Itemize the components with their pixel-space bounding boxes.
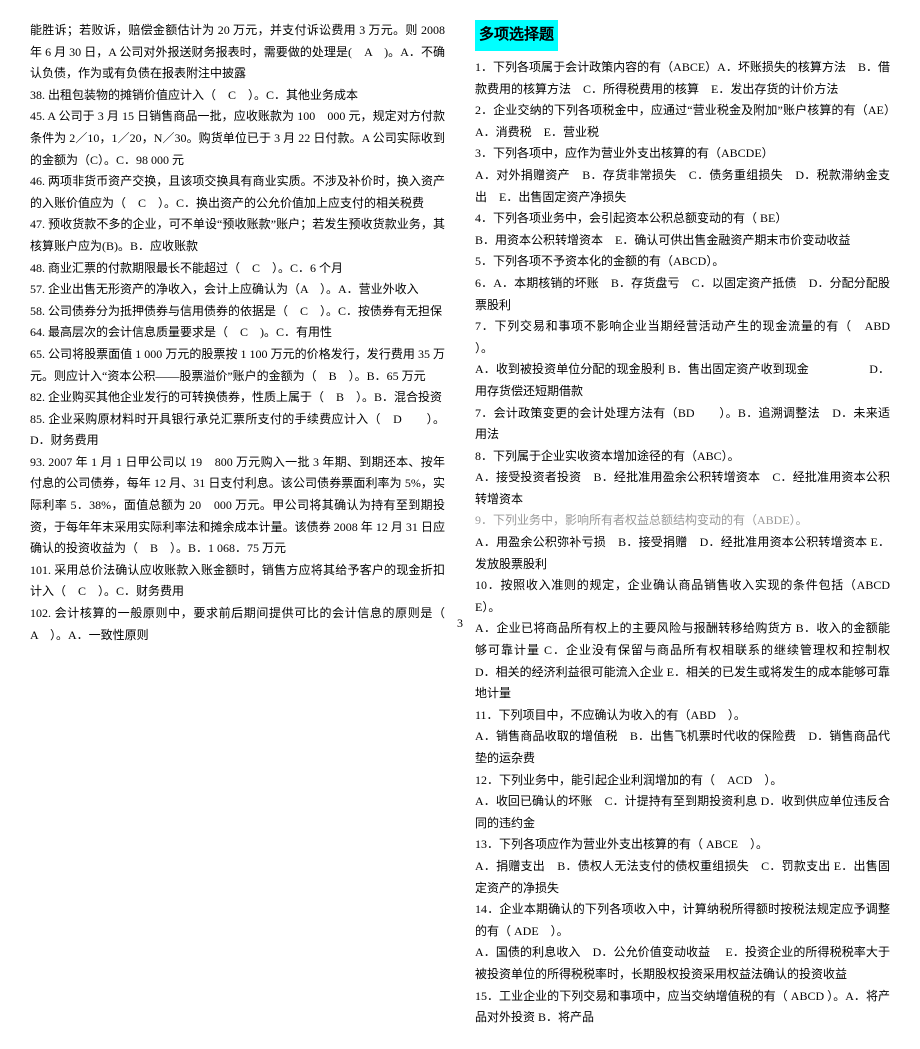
right-item: A．接受投资者投资 B．经批准用盈余公积转增资本 C．经批准用资本公积转增资本 — [475, 467, 890, 510]
section-title: 多项选择题 — [475, 20, 558, 51]
left-item: 82. 企业购买其他企业发行的可转换债券，性质上属于（ B ）。B．混合投资 — [30, 387, 445, 409]
left-item: 57. 企业出售无形资产的净收入，会计上应确认为（A ）。A．营业外收入 — [30, 279, 445, 301]
right-item: 2．企业交纳的下列各项税金中，应通过“营业税金及附加”账户核算的有（AE）A．消… — [475, 100, 890, 143]
right-item: 15．工业企业的下列交易和事项中，应当交纳增值税的有（ ABCD ）。A．将产品… — [475, 986, 890, 1029]
right-item: A．国债的利息收入 D．公允价值变动收益 E．投资企业的所得税税率大于被投资单位… — [475, 942, 890, 985]
left-item: 45. A 公司于 3 月 15 日销售商品一批，应收账款为 100 000 元… — [30, 106, 445, 171]
right-item: 8．下列属于企业实收资本增加途径的有（ABC）。 — [475, 446, 890, 468]
right-item: A．销售商品收取的增值税 B．出售飞机票时代收的保险费 D．销售商品代垫的运杂费 — [475, 726, 890, 769]
left-item: 102. 会计核算的一般原则中，要求前后期间提供可比的会计信息的原则是（ A ）… — [30, 603, 445, 646]
right-item: A．收到被投资单位分配的现金股利 B．售出固定资产收到现金 D．用存货偿还短期借… — [475, 359, 890, 402]
right-item: 12．下列业务中，能引起企业利润增加的有（ ACD ）。 — [475, 770, 890, 792]
right-item: B．用资本公积转增资本 E．确认可供出售金融资产期末市价变动收益 — [475, 230, 890, 252]
right-item: 13．下列各项应作为营业外支出核算的有（ ABCE ）。 — [475, 834, 890, 856]
left-item: 38. 出租包装物的摊销价值应计入（ C ）。C．其他业务成本 — [30, 85, 445, 107]
right-item: A．收回已确认的坏账 C．计提持有至到期投资利息 D．收到供应单位违反合同的违约… — [475, 791, 890, 834]
left-item: 46. 两项非货币资产交换，且该项交换具有商业实质。不涉及补价时，换入资产的入账… — [30, 171, 445, 214]
right-item: 11．下列项目中，不应确认为收入的有（ABD ）。 — [475, 705, 890, 727]
right-item: 4．下列各项业务中，会引起资本公积总额变动的有（ BE） — [475, 208, 890, 230]
left-item: 85. 企业采购原材料时开具银行承兑汇票所支付的手续费应计入（ D ）。D．财务… — [30, 409, 445, 452]
right-item: 6．A．本期核销的坏账 B．存货盘亏 C．以固定资产抵债 D．分配分配股票股利 — [475, 273, 890, 316]
left-column: 能胜诉；若败诉，赔偿金额估计为 20 万元，并支付诉讼费用 3 万元。则 200… — [30, 20, 445, 1029]
right-item: A．对外捐赠资产 B．存货非常损失 C．债务重组损失 D．税款滞纳金支出 E．出… — [475, 165, 890, 208]
left-item: 能胜诉；若败诉，赔偿金额估计为 20 万元，并支付诉讼费用 3 万元。则 200… — [30, 20, 445, 85]
left-item: 58. 公司债券分为抵押债券与信用债券的依据是（ C ）。C．按债券有无担保 — [30, 301, 445, 323]
right-item: 10．按照收入准则的规定，企业确认商品销售收入实现的条件包括（ABCDE）。 — [475, 575, 890, 618]
left-item: 65. 公司将股票面值 1 000 万元的股票按 1 100 万元的价格发行，发… — [30, 344, 445, 387]
left-item: 48. 商业汇票的付款期限最长不能超过（ C ）。C．6 个月 — [30, 258, 445, 280]
right-item: A．企业已将商品所有权上的主要风险与报酬转移给购货方 B．收入的金额能够可靠计量… — [475, 618, 890, 704]
right-item: 14．企业本期确认的下列各项收入中，计算纳税所得额时按税法规定应予调整的有（ A… — [475, 899, 890, 942]
right-item: 9．下列业务中，影响所有者权益总额结构变动的有（ABDE）。 — [475, 510, 890, 532]
right-item: A．用盈余公积弥补亏损 B．接受捐赠 D．经批准用资本公积转增资本 E．发放股票… — [475, 532, 890, 575]
right-item: A．捐赠支出 B．债权人无法支付的债权重组损失 C．罚款支出 E．出售固定资产的… — [475, 856, 890, 899]
right-item: 5．下列各项不予资本化的金额的有（ABCD）。 — [475, 251, 890, 273]
right-column: 多项选择题 1．下列各项属于会计政策内容的有（ABCE）A．坏账损失的核算方法 … — [475, 20, 890, 1029]
page-number: 3 — [457, 613, 463, 635]
right-item: 7．会计政策变更的会计处理方法有（BD ）。B．追溯调整法 D．未来适用法 — [475, 403, 890, 446]
left-item: 101. 采用总价法确认应收账款入账金额时，销售方应将其给予客户的现金折扣计入（… — [30, 560, 445, 603]
right-item: 1．下列各项属于会计政策内容的有（ABCE）A．坏账损失的核算方法 B．借款费用… — [475, 57, 890, 100]
left-item: 47. 预收货款不多的企业，可不单设“预收账款”账户；若发生预收货款业务，其核算… — [30, 214, 445, 257]
left-item: 64. 最高层次的会计信息质量要求是（ C )。C．有用性 — [30, 322, 445, 344]
right-item: 3．下列各项中，应作为营业外支出核算的有（ABCDE） — [475, 143, 890, 165]
left-item: 93. 2007 年 1 月 1 日甲公司以 19 800 万元购入一批 3 年… — [30, 452, 445, 560]
right-item: 7．下列交易和事项不影响企业当期经营活动产生的现金流量的有（ ABD ）。 — [475, 316, 890, 359]
